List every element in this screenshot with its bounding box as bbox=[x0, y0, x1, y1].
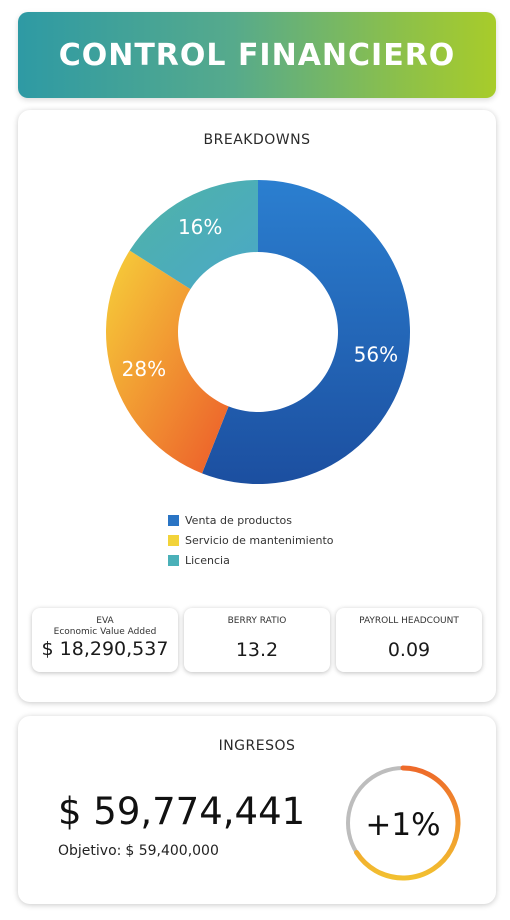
legend-item: Venta de productos bbox=[168, 510, 334, 530]
ring-progress bbox=[354, 765, 461, 881]
target-value: $ 59,400,000 bbox=[125, 843, 219, 859]
legend-swatch bbox=[168, 554, 179, 566]
ingresos-target: Objetivo: $ 59,400,000 bbox=[58, 843, 223, 859]
legend-label: Venta de productos bbox=[185, 513, 292, 527]
legend-swatch bbox=[168, 534, 179, 546]
target-label: Objetivo: bbox=[58, 843, 122, 859]
legend-item: Servicio de mantenimiento bbox=[168, 530, 334, 550]
kpi-label: EVA bbox=[96, 616, 114, 626]
legend-item: Licencia bbox=[168, 550, 334, 570]
slice-label: 56% bbox=[354, 342, 398, 366]
ingresos-card: INGRESOS bbox=[18, 716, 496, 904]
page-title: CONTROL FINANCIERO bbox=[58, 37, 456, 73]
donut-slice bbox=[106, 250, 229, 474]
slice-label: 28% bbox=[122, 357, 166, 381]
ingresos-title: INGRESOS bbox=[218, 738, 296, 754]
ring-label: +1% bbox=[365, 807, 440, 843]
breakdowns-title: BREAKDOWNS bbox=[203, 132, 311, 148]
kpi-value: $ 18,290,537 bbox=[41, 638, 169, 660]
kpi-card-berry-ratio: BERRY RATIO 13.2 bbox=[184, 608, 330, 672]
donut-slice bbox=[202, 180, 410, 485]
kpi-card-payroll-headcount: PAYROLL HEADCOUNT 0.09 bbox=[336, 608, 482, 672]
slice-label: 16% bbox=[178, 215, 222, 239]
legend-label: Servicio de mantenimiento bbox=[185, 533, 334, 547]
kpi-card-eva: EVA Economic Value Added $ 18,290,537 bbox=[32, 608, 178, 672]
kpi-value: 0.09 bbox=[387, 639, 431, 661]
kpi-label: PAYROLL HEADCOUNT bbox=[359, 616, 459, 626]
header-banner: CONTROL FINANCIERO bbox=[18, 12, 496, 98]
kpi-value: 13.2 bbox=[235, 639, 279, 661]
ingresos-value: $ 59,774,441 bbox=[58, 790, 306, 833]
kpi-sublabel: Economic Value Added bbox=[53, 627, 157, 637]
legend-swatch bbox=[168, 514, 179, 526]
legend-label: Licencia bbox=[185, 553, 230, 567]
progress-ring: +1% bbox=[346, 765, 461, 881]
chart-legend: Venta de productos Servicio de mantenimi… bbox=[168, 510, 334, 570]
donut-slice bbox=[129, 180, 258, 290]
kpi-label: BERRY RATIO bbox=[227, 616, 287, 626]
